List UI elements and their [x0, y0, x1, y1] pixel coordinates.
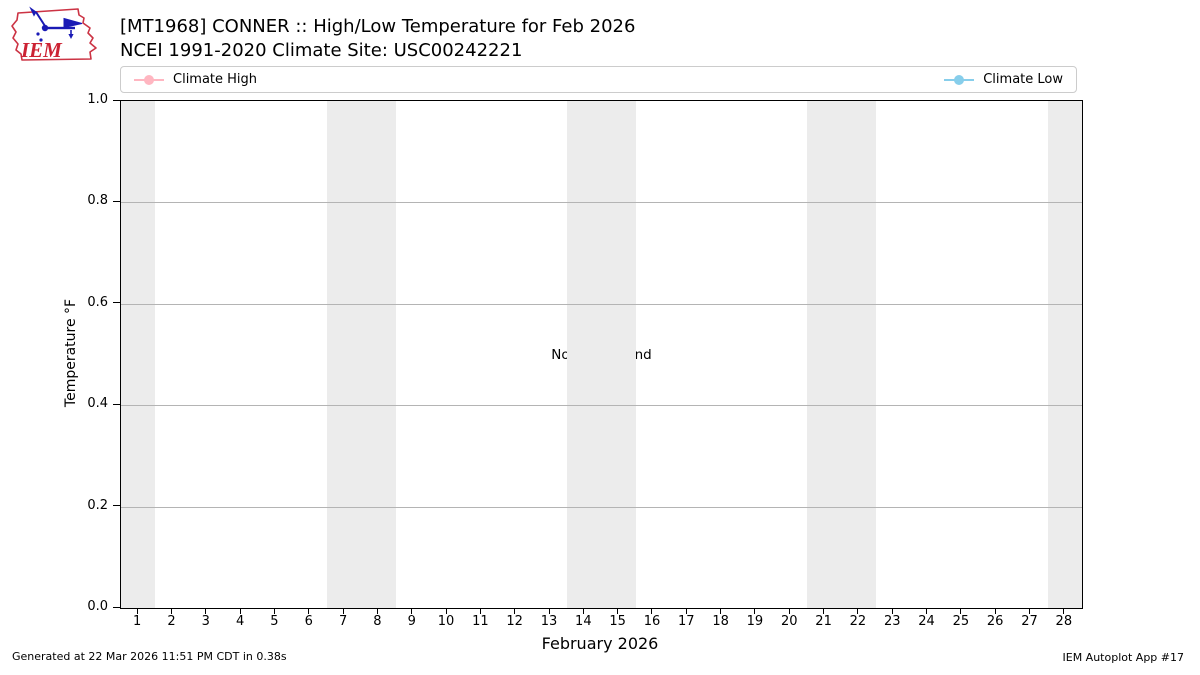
x-tick-mark [479, 608, 481, 614]
x-tick-label: 4 [235, 614, 245, 629]
x-tick-mark [617, 608, 619, 614]
x-tick-mark [1063, 608, 1065, 614]
y-tick-mark [113, 403, 120, 405]
legend: Climate High Climate Low [120, 66, 1077, 93]
x-tick-label: 26 [986, 614, 1004, 629]
gridline [121, 202, 1082, 204]
weekend-band [807, 101, 877, 608]
x-tick-mark [994, 608, 996, 614]
x-tick-label: 19 [746, 614, 764, 629]
footer-generated-at: Generated at 22 Mar 2026 11:51 PM CDT in… [12, 650, 287, 663]
x-axis-label: February 2026 [541, 634, 659, 653]
x-tick-mark [685, 608, 687, 614]
weekend-band [1047, 101, 1082, 608]
x-tick-mark [960, 608, 962, 614]
y-tick-label: 0.6 [87, 294, 108, 310]
footer-app-id: IEM Autoplot App #17 [1062, 651, 1185, 664]
y-tick-mark [113, 302, 120, 304]
x-tick-label: 3 [201, 614, 210, 629]
y-tick-mark [113, 606, 120, 608]
x-tick-mark [891, 608, 893, 614]
x-tick-mark [857, 608, 859, 614]
x-tick-label: 24 [918, 614, 935, 629]
x-tick-label: 14 [575, 614, 592, 629]
gridline [121, 405, 1082, 407]
page-title: [MT1968] CONNER :: High/Low Temperature … [120, 16, 636, 37]
gridline [121, 506, 1082, 508]
x-tick-mark [582, 608, 584, 614]
x-tick-label: 18 [712, 614, 729, 629]
x-tick-label: 13 [540, 614, 558, 629]
y-tick-mark [113, 505, 120, 507]
x-tick-mark [720, 608, 722, 614]
x-tick-mark [411, 608, 413, 614]
x-tick-mark [376, 608, 378, 614]
climate-low-marker-icon [944, 74, 975, 85]
x-tick-mark [514, 608, 516, 614]
legend-item-climate-low: Climate Low [944, 72, 1063, 87]
x-tick-label: 23 [883, 614, 901, 629]
x-tick-label: 17 [678, 614, 695, 629]
x-tick-label: 27 [1021, 614, 1038, 629]
iem-logo: IEM [11, 6, 97, 62]
x-tick-label: 28 [1055, 614, 1073, 629]
plot-area: No Data Found [120, 100, 1083, 609]
y-axis-label: Temperature °F [63, 298, 79, 408]
y-tick-mark [113, 200, 120, 202]
legend-label-climate-high: Climate High [173, 72, 258, 87]
x-tick-label: 8 [373, 614, 382, 629]
y-tick-label: 0.4 [87, 396, 108, 412]
x-tick-mark [239, 608, 241, 614]
x-tick-mark [1029, 608, 1031, 614]
title-block: [MT1968] CONNER :: High/Low Temperature … [120, 15, 635, 63]
x-tick-mark [926, 608, 928, 614]
x-tick-label: 12 [506, 614, 523, 629]
legend-item-climate-high: Climate High [134, 72, 257, 87]
x-tick-mark [342, 608, 344, 614]
x-tick-label: 16 [643, 614, 661, 629]
x-tick-label: 9 [407, 614, 416, 629]
climate-high-marker-icon [134, 74, 164, 85]
x-tick-label: 10 [437, 614, 455, 629]
gridline [121, 303, 1082, 305]
x-tick-label: 11 [472, 614, 489, 629]
x-tick-mark [273, 608, 275, 614]
x-tick-label: 2 [167, 614, 176, 629]
x-tick-label: 6 [304, 614, 313, 629]
x-tick-mark [754, 608, 756, 614]
x-tick-label: 21 [815, 614, 832, 629]
weekend-band [121, 101, 156, 608]
x-tick-mark [548, 608, 550, 614]
weekend-band [326, 101, 396, 608]
x-tick-label: 7 [338, 614, 348, 629]
x-tick-mark [445, 608, 447, 614]
x-tick-label: 22 [849, 614, 867, 629]
page-subtitle: NCEI 1991-2020 Climate Site: USC00242221 [120, 40, 523, 61]
x-tick-mark [136, 608, 138, 614]
x-tick-mark [651, 608, 653, 614]
y-tick-mark [113, 99, 120, 101]
x-tick-label: 15 [609, 614, 626, 629]
y-tick-label: 0.2 [87, 497, 108, 513]
weekend-band [567, 101, 636, 608]
x-tick-label: 1 [133, 614, 142, 629]
x-tick-mark [308, 608, 310, 614]
logo-text: IEM [20, 38, 63, 62]
weather-vane-icon [29, 6, 83, 42]
y-tick-label: 0.8 [87, 193, 108, 209]
x-tick-label: 25 [952, 614, 970, 629]
legend-label-climate-low: Climate Low [983, 72, 1063, 87]
x-tick-label: 5 [270, 614, 279, 629]
x-tick-mark [205, 608, 207, 614]
y-tick-label: 1.0 [87, 92, 108, 107]
x-tick-mark [788, 608, 790, 614]
y-tick-label: 0.0 [87, 599, 108, 614]
x-tick-mark [170, 608, 172, 614]
x-tick-label: 20 [780, 614, 798, 629]
x-tick-mark [823, 608, 825, 614]
